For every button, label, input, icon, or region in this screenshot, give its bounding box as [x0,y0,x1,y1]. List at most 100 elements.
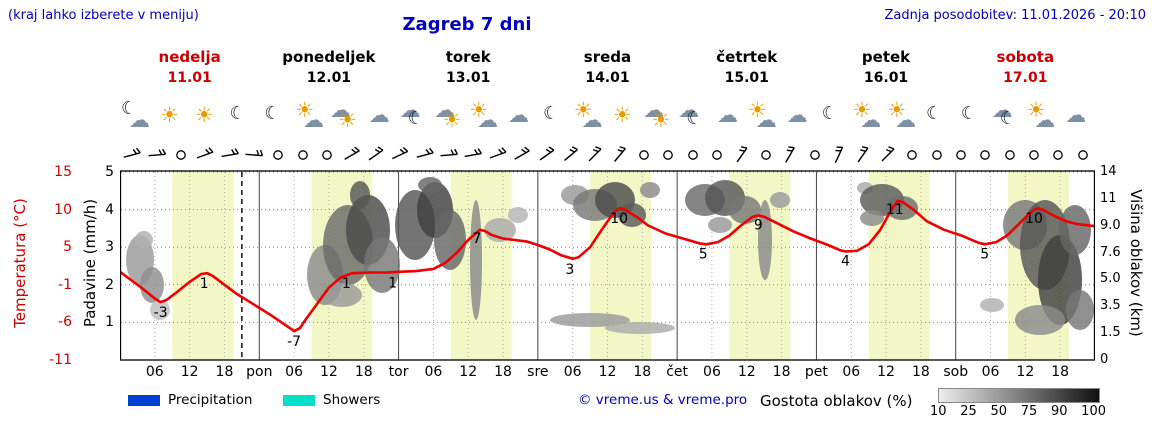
day-name: nedelja [158,48,221,66]
cloud-density-scale-value: 50 [990,404,1008,419]
temperature-tick: -11 [49,352,72,368]
wind-barb-icon [437,145,461,165]
cloud-height-axis-title: Višina oblakov (km) [1127,189,1145,337]
wind-barb-icon [876,145,900,165]
calm-wind-icon [681,145,705,165]
moon-glyph: ☾ [960,103,978,124]
time-tick: 18 [215,364,234,380]
cloud-density-scale-value: 10 [930,404,947,419]
day-header: torek 13.01 [399,48,538,86]
temperature-axis-title: Temperatura (°C) [11,198,29,328]
moon-glyph: ☾ [121,98,138,119]
time-tick: 12 [877,364,895,380]
time-tick: 06 [145,364,164,380]
temperature-value-label: 11 [886,202,904,218]
temperature-tick: 10 [54,201,72,218]
temperature-value-label: 5 [980,246,989,262]
cloud-blob [350,181,370,209]
time-tick: 12 [320,364,338,380]
cloud-glyph: ☁ [434,98,456,122]
sun-glyph: ☀ [442,108,462,132]
cloud-blob [758,200,772,280]
cloud-icon: ☁ [1060,97,1095,139]
temperature-value-label: 9 [754,217,763,233]
sun-icon: ☀ [608,97,643,139]
cloud-blob [770,192,790,208]
time-tick: 12 [598,364,617,380]
cloud-icon: ☁ [712,97,747,139]
cloud-glyph: ☁ [329,98,351,122]
day-header: četrtek 15.01 [677,48,816,86]
temperature-value-label: 3 [565,262,574,278]
cloud-density-scale-labels: 10 25 50 75 90 100 [930,404,1106,419]
wind-barb-icon [729,145,753,165]
credit-link[interactable]: © vreme.us & vreme.pro [578,392,748,408]
wind-barb-icon [851,145,875,165]
temperature-value-label: 10 [610,211,628,227]
wind-barb-icon [486,145,510,165]
moon-icon: ☾ [956,97,991,139]
moon-glyph: ☾ [821,103,838,124]
sun-glyph: ☀ [194,103,214,127]
cloud-glyph: ☁ [303,108,325,132]
day-header: sobota 17.01 [956,48,1095,86]
day-date: 15.01 [724,70,769,86]
moon-glyph: ☾ [999,108,1016,129]
time-tick: 18 [494,364,512,380]
calm-wind-icon [998,145,1022,165]
cloud-blob [470,200,482,320]
day-date: 13.01 [446,70,491,86]
time-tick: 06 [981,364,1000,380]
precipitation-tick: 5 [105,164,114,180]
cloud-glyph: ☁ [755,108,777,132]
sun-glyph: ☀ [747,98,767,122]
day-date: 14.01 [585,70,630,86]
temperature-value-label: 1 [388,276,397,292]
cloud-glyph: ☁ [399,98,421,122]
time-tick: sre [527,364,549,380]
cloud-blob [322,283,362,307]
calm-wind-icon [973,145,997,165]
day-headers: nedelja 11.01 ponedeljek 12.01 torek 13.01 sre… [120,48,1095,86]
cloud-blob [640,182,660,198]
cloud-glyph: ☁ [678,98,700,122]
sun-glyph: ☀ [573,98,593,122]
sun-icon: ☀ [190,97,225,139]
location-hint: (kraj lahko izberete v meniju) [8,8,199,23]
calm-wind-icon [924,145,948,165]
wind-barb-icon [388,145,412,165]
wind-barb-icon [534,145,558,165]
temperature-tick: -1 [58,276,72,293]
precipitation-legend-label: Precipitation [168,392,253,408]
wind-barb-icon [608,145,632,165]
cloud-blob [886,196,918,220]
cloud-blob [1015,305,1065,335]
day-date: 17.01 [1003,70,1048,86]
day-header: petek 16.01 [816,48,955,86]
calm-wind-icon [1022,145,1046,165]
temperature-tick: -6 [58,314,72,331]
cloud-icon: ☁ [503,97,538,139]
moon-glyph: ☾ [926,103,943,124]
cloud-glyph: ☁ [786,103,808,127]
cloud-blob [135,231,153,249]
cloud-sun-icon: ☁ ☀ [642,97,677,139]
cloud-height-tick: 0 [1100,352,1109,367]
showers-swatch [283,395,315,406]
cloud-glyph: ☁ [129,108,150,132]
cloud-glyph: ☁ [477,108,499,132]
cloud-blob [150,300,170,320]
cloud-sun-icon: ☁ ☀ [433,97,468,139]
cloud-blob [140,267,164,303]
calm-wind-icon [803,145,827,165]
precipitation-axis-title: Padavine (mm/h) [81,198,99,328]
cloud-blob [860,210,884,226]
cloud-density-scale-value: 75 [1020,404,1038,419]
day-date: 16.01 [863,70,909,86]
calm-wind-icon [632,145,656,165]
sun-glyph: ☀ [612,103,632,127]
time-tick: 06 [842,364,861,380]
showers-legend-label: Showers [323,392,381,408]
moon-icon: ☾ [538,97,573,139]
